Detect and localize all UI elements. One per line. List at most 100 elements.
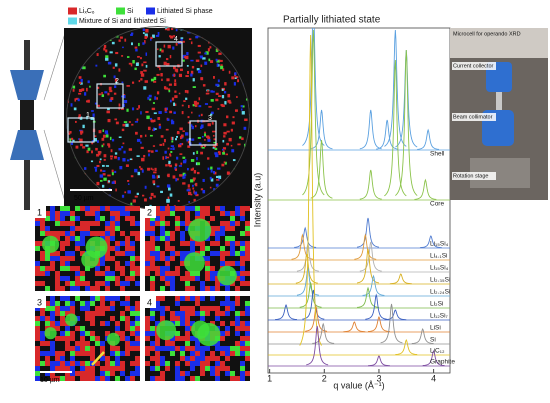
tile-pixel — [40, 311, 45, 316]
map-pixel — [107, 92, 110, 96]
tile-pixel — [60, 306, 65, 311]
tile-pixel — [100, 226, 105, 231]
tile-pixel — [160, 261, 165, 266]
tile-pixel — [220, 331, 225, 336]
tile-pixel — [85, 271, 90, 276]
tile-pixel — [235, 231, 240, 236]
tile-pixel — [110, 301, 115, 306]
tile-pixel — [230, 301, 235, 306]
map-pixel — [105, 55, 109, 58]
tile-pixel — [190, 376, 195, 381]
tile-pixel — [55, 361, 60, 366]
peak — [389, 273, 412, 285]
map-pixel — [87, 80, 90, 84]
tile-pixel — [235, 361, 240, 366]
tile-pixel — [160, 226, 165, 231]
tile-pixel — [145, 286, 150, 291]
tile-pixel — [90, 271, 95, 276]
map-pixel — [118, 136, 122, 138]
map-pixel — [191, 65, 195, 69]
map-pixel — [152, 145, 156, 147]
map-pixel — [234, 109, 238, 112]
tile-pixel — [160, 286, 165, 291]
tile-pixel — [120, 351, 125, 356]
tile-pixel — [90, 281, 95, 286]
tile-pixel — [35, 251, 40, 256]
tile-pixel — [110, 276, 115, 281]
tile-particle — [42, 235, 60, 253]
tile-pixel — [205, 266, 210, 271]
tile-pixel — [215, 306, 220, 311]
tile-pixel — [105, 296, 110, 301]
tile-pixel — [125, 271, 130, 276]
map-pixel — [179, 68, 183, 72]
map-pixel — [153, 171, 157, 174]
map-pixel — [141, 157, 145, 162]
tile-pixel — [125, 321, 130, 326]
map-pixel — [111, 181, 115, 184]
tile-pixel — [75, 261, 80, 266]
tile-pixel — [210, 221, 215, 226]
tile-pixel — [225, 376, 230, 381]
tile-pixel — [105, 206, 110, 211]
tile-pixel — [130, 241, 135, 246]
map-pixel — [226, 142, 230, 146]
map-pixel — [162, 142, 165, 146]
tile-pixel — [190, 371, 195, 376]
tile-pixel — [180, 361, 185, 366]
tile-pixel — [210, 311, 215, 316]
tile-pixel — [40, 361, 45, 366]
tile-pixel — [125, 371, 130, 376]
map-pixel — [159, 143, 163, 146]
tile-pixel — [125, 376, 130, 381]
map-pixel — [142, 194, 145, 197]
map-pixel — [174, 95, 178, 99]
tile-pixel — [240, 221, 245, 226]
tile-pixel — [35, 286, 40, 291]
tile-pixel — [90, 316, 95, 321]
tile-pixel — [175, 286, 180, 291]
map-pixel — [223, 161, 226, 164]
map-pixel — [177, 130, 180, 134]
tile-pixel — [110, 306, 115, 311]
tile-pixel — [245, 276, 250, 281]
map-pixel — [137, 55, 140, 58]
tile-pixel — [130, 371, 135, 376]
tile-pixel — [205, 356, 210, 361]
tile-pixel — [235, 301, 240, 306]
tile-particle — [191, 320, 210, 339]
map-pixel — [158, 111, 162, 115]
map-pixel — [113, 180, 116, 184]
tile-pixel — [240, 211, 245, 216]
tile-pixel — [185, 376, 190, 381]
tile-pixel — [45, 361, 50, 366]
map-pixel — [201, 135, 204, 138]
tile-pixel — [95, 306, 100, 311]
map-pixel — [214, 152, 218, 155]
tile-pixel — [65, 236, 70, 241]
tile-pixel — [215, 241, 220, 246]
tile-pixel — [80, 221, 85, 226]
tile-pixel — [35, 271, 40, 276]
tile-pixel — [100, 256, 105, 261]
tile-pixel — [130, 286, 135, 291]
tile-pixel — [165, 271, 170, 276]
tile-pixel — [120, 376, 125, 381]
map-pixel — [166, 204, 170, 208]
tile-particle — [187, 218, 212, 242]
map-pixel — [170, 136, 173, 141]
tile-pixel — [195, 356, 200, 361]
tile-pixel — [245, 376, 250, 381]
tile-pixel — [160, 276, 165, 281]
tile-pixel — [105, 236, 110, 241]
tile-pixel — [120, 366, 125, 371]
tile-pixel — [155, 336, 160, 341]
tile-pixel — [40, 336, 45, 341]
tile-pixel — [50, 321, 55, 326]
tile-pixel — [65, 271, 70, 276]
x-tick-label: 1 — [267, 373, 272, 383]
map-pixel — [239, 136, 242, 139]
tile-pixel — [210, 231, 215, 236]
tile-pixel — [105, 346, 110, 351]
tile-pixel — [110, 266, 115, 271]
